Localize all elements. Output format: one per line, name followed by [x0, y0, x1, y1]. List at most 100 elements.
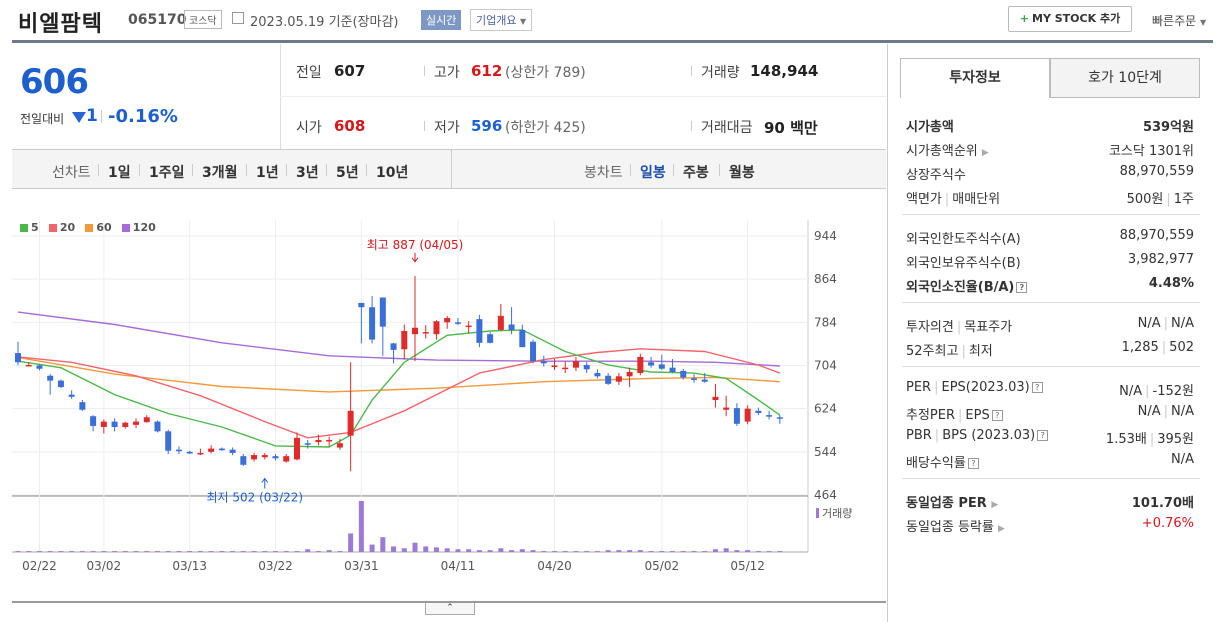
candle-body	[454, 322, 461, 324]
quick-order-dropdown[interactable]: 빠른주문 ▼	[1152, 12, 1206, 29]
foreign-limit-value: 88,970,559	[1119, 228, 1194, 243]
dividend-row: 배당수익률? N/A	[906, 452, 1194, 474]
candle-body	[755, 410, 762, 413]
help-icon[interactable]: ?	[1031, 382, 1043, 393]
volume-bar	[47, 551, 53, 553]
volume-bar	[552, 551, 557, 553]
candle-body	[272, 456, 279, 459]
divider	[902, 214, 1200, 215]
divider	[101, 110, 102, 123]
volume-bar	[605, 550, 611, 552]
industry-change-row[interactable]: 동일업종 등락률 ▶ +0.76%	[906, 516, 1194, 538]
collapse-chevron-up-icon[interactable]: ⌃	[425, 603, 475, 615]
volume-bar	[755, 551, 761, 553]
volume-bar	[187, 551, 193, 553]
high-annotation-arrowhead	[411, 257, 419, 263]
candlestick-chart[interactable]: 944 864 784 704 624 544 464 02/22 03/02 03/13 03/2…	[12, 220, 872, 580]
foreign-ratio-label: 외국인소진율(B/A)	[906, 280, 1015, 295]
divider	[139, 164, 140, 176]
candle-body	[315, 439, 322, 443]
help-icon[interactable]: ?	[1037, 430, 1049, 441]
per-label: PER	[906, 380, 932, 395]
volume-bar	[562, 551, 568, 553]
candle-body	[133, 421, 140, 425]
period-10y[interactable]: 10년	[376, 165, 409, 181]
candle-monthly[interactable]: 월봉	[729, 165, 755, 181]
volume-bar	[69, 551, 75, 553]
divider	[286, 164, 287, 176]
period-3m[interactable]: 3개월	[202, 165, 238, 181]
upper-limit: (상한가 789)	[505, 65, 586, 81]
corp-info-label: 기업개요	[476, 14, 517, 27]
candle-body	[143, 417, 150, 423]
volume-bar	[412, 542, 418, 552]
help-icon[interactable]: ?	[991, 410, 1003, 421]
period-1w[interactable]: 1주일	[149, 165, 185, 181]
bps-value: 395원	[1157, 432, 1194, 447]
foreign-limit-row: 외국인한도주식수(A) 88,970,559	[906, 228, 1194, 250]
divider	[246, 164, 247, 176]
industry-per-row[interactable]: 동일업종 PER ▶ 101.70배	[906, 492, 1194, 514]
help-icon[interactable]: ?	[1016, 282, 1028, 293]
volume-bar	[423, 546, 429, 552]
y-tick-label: 704	[814, 359, 837, 373]
help-icon[interactable]: ?	[967, 458, 979, 469]
realtime-button[interactable]: 실시간	[421, 10, 462, 30]
candle-body	[422, 332, 429, 334]
marketcap-rank-row[interactable]: 시가총액순위 ▶ 코스닥 1301위	[906, 140, 1194, 162]
volume-value: 148,944	[750, 62, 819, 80]
divider	[902, 302, 1200, 303]
candle-body	[508, 324, 515, 330]
corp-info-dropdown[interactable]: 기업개요 ▼	[470, 9, 533, 31]
candle-body	[680, 370, 687, 378]
change-value: 1	[86, 106, 98, 126]
period-1y[interactable]: 1년	[256, 165, 279, 181]
opinion-label: 투자의견	[906, 320, 954, 335]
foreign-ratio-row: 외국인소진율(B/A)? 4.48%	[906, 276, 1194, 298]
candle-weekly[interactable]: 주봉	[683, 165, 709, 181]
foreign-hold-value: 3,982,977	[1127, 252, 1194, 267]
rank-value: 코스닥 1301위	[1108, 144, 1194, 159]
volume-bar	[433, 547, 439, 552]
unit-label: 매매단위	[952, 192, 1001, 207]
per-eps-row: PER | EPS(2023.03)? N/A | -152원	[906, 380, 1194, 399]
volume-bar	[712, 549, 718, 552]
volume-bar	[154, 551, 160, 553]
shares-value: 88,970,559	[1119, 164, 1194, 179]
legend-ma120: 120	[121, 221, 156, 234]
candle-body	[293, 437, 300, 460]
volume-bar	[466, 549, 472, 552]
high-label: 고가	[434, 65, 460, 81]
volume-bar	[294, 551, 300, 553]
arrow-right-icon: ▶	[991, 500, 999, 510]
legend-ma5: 5	[20, 221, 39, 234]
candle-body	[444, 318, 451, 323]
candle-body	[497, 315, 504, 330]
x-tick-label: 03/31	[344, 559, 379, 573]
y-tick-label: 624	[814, 402, 837, 416]
candle-body	[626, 371, 633, 377]
period-3y[interactable]: 3년	[296, 165, 319, 181]
mystock-add-button[interactable]: + MY STOCK 추가	[1008, 6, 1132, 32]
low-annotation: 최저 502 (03/22)	[207, 490, 304, 504]
par-value: 500원	[1126, 192, 1164, 207]
candle-daily[interactable]: 일봉	[640, 165, 666, 181]
candle-body	[304, 443, 311, 445]
candle-body	[251, 455, 258, 460]
period-1d[interactable]: 1일	[108, 165, 131, 181]
dividend-value: N/A	[1171, 452, 1194, 467]
divider	[366, 164, 367, 176]
candle-body	[326, 439, 333, 442]
volume-bar	[659, 551, 665, 553]
candle-body	[369, 307, 376, 340]
volume-bar	[315, 551, 321, 553]
tab-invest-info[interactable]: 투자정보	[900, 58, 1050, 98]
volume-bar	[455, 549, 461, 552]
volume-bar	[573, 551, 579, 553]
est-per-label: 추정PER	[906, 408, 956, 423]
tab-orderbook-10[interactable]: 호가 10단계	[1050, 58, 1200, 98]
open-label: 시가	[296, 120, 322, 136]
est-eps-label: EPS	[965, 408, 990, 423]
period-5y[interactable]: 5년	[336, 165, 359, 181]
volume-bar	[15, 551, 21, 553]
